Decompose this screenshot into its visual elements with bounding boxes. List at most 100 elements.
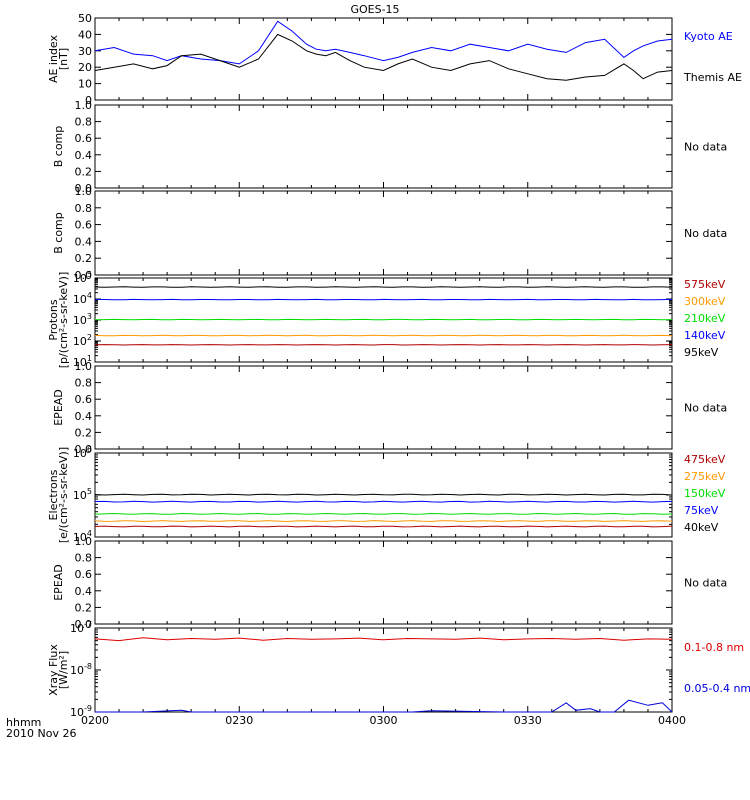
panel-frame xyxy=(94,365,673,450)
series-line-kyoto-ae xyxy=(94,20,673,65)
x-axis-unit-label: hhmm xyxy=(6,716,41,729)
y-tick-label: 0.8 xyxy=(75,552,93,565)
y-tick-label: 10-8 xyxy=(70,662,92,677)
legend-entry: 0.1-0.8 nm xyxy=(684,641,744,654)
panels: AE index[nT] 0 10 20 30 40 50 Kyoto AE Themis AE… xyxy=(47,12,750,727)
panel-electrons: Electrons[e/(cm²-s-sr-keV)] 104 105 106 475k… xyxy=(47,445,726,544)
y-tick-label: 20 xyxy=(78,61,92,74)
y-axis-label: Electrons xyxy=(47,469,60,520)
y-tick-label: 0.0 xyxy=(75,443,93,456)
legend-entry: 575keV xyxy=(684,278,726,291)
legend-entry: 140keV xyxy=(684,329,726,342)
legend-entry: Themis AE xyxy=(683,71,742,84)
series-line-475kev xyxy=(94,525,673,528)
y-tick-label: 0.2 xyxy=(75,252,93,265)
y-axis-label: [e/(cm²-s-sr-keV)] xyxy=(57,447,70,543)
y-tick-label: 104 xyxy=(73,291,92,306)
legend-entry: 40keV xyxy=(684,521,719,534)
panel-frame xyxy=(94,540,673,625)
y-tick-label: 0.4 xyxy=(75,585,93,598)
y-tick-label: 0.4 xyxy=(75,410,93,423)
x-tick-label: 0400 xyxy=(658,714,686,727)
y-tick-label: 102 xyxy=(73,333,92,348)
series-line-275kev xyxy=(94,520,673,523)
y-tick-label: 101 xyxy=(73,354,92,369)
y-tick-label: 50 xyxy=(78,12,92,25)
no-data-label: No data xyxy=(684,141,727,154)
y-tick-label: 0.2 xyxy=(75,601,93,614)
y-tick-label: 106 xyxy=(73,445,92,460)
no-data-label: No data xyxy=(684,227,727,240)
panel-epead1: EPEAD 0.0 0.2 0.4 0.6 0.8 1.0 No data xyxy=(52,360,727,456)
y-tick-label: 0.0 xyxy=(75,269,93,282)
y-tick-label: 104 xyxy=(73,529,92,544)
panel-frame xyxy=(94,17,673,101)
y-axis-label: B comp xyxy=(52,212,65,254)
y-tick-label: 0.2 xyxy=(75,165,93,178)
panel-frame xyxy=(94,190,673,276)
panel-b2: B comp 0.0 0.2 0.4 0.6 0.8 1.0 No data xyxy=(52,185,727,282)
y-axis-label: [W/m²] xyxy=(57,651,70,689)
legend-entry: 475keV xyxy=(684,453,726,466)
y-tick-label: 103 xyxy=(73,312,92,327)
y-axis-label: [nT] xyxy=(57,48,70,70)
y-tick-label: 1.0 xyxy=(75,360,93,373)
x-tick-label: 0230 xyxy=(225,714,253,727)
y-axis-label: Xray Flux xyxy=(47,644,60,696)
series-line-75kev xyxy=(94,500,673,503)
y-tick-label: 0.4 xyxy=(75,235,93,248)
y-tick-label: 105 xyxy=(73,487,92,502)
x-tick-label: 0330 xyxy=(514,714,542,727)
series-line-150kev xyxy=(94,512,673,515)
series-line-40kev xyxy=(94,493,673,496)
y-tick-label: 40 xyxy=(78,28,92,41)
y-tick-label: 0.8 xyxy=(75,377,93,390)
no-data-label: No data xyxy=(684,402,727,415)
y-axis-label: Protons xyxy=(47,299,60,340)
series-line-0-05-0-4-nm xyxy=(95,699,673,713)
y-axis-label: B comp xyxy=(52,126,65,168)
y-tick-label: 1.0 xyxy=(75,535,93,548)
y-tick-label: 0.4 xyxy=(75,149,93,162)
panel-frame xyxy=(94,104,673,189)
x-tick-label: 0200 xyxy=(81,714,109,727)
panel-protons: Protons[p/(cm²-s-sr-keV)] 101 102 103 104 105… xyxy=(47,270,726,369)
panel-b1: B comp 0.0 0.2 0.4 0.6 0.8 1.0 No data xyxy=(52,99,727,195)
x-tick-label: 0300 xyxy=(370,714,398,727)
legend-entry: 210keV xyxy=(684,312,726,325)
y-tick-label: 0.8 xyxy=(75,202,93,215)
y-tick-label: 0.0 xyxy=(75,618,93,631)
y-tick-label: 0.0 xyxy=(75,182,93,195)
panel-epead2: EPEAD 0.0 0.2 0.4 0.6 0.8 1.0 No data xyxy=(52,535,727,631)
y-axis-label: EPEAD xyxy=(52,389,65,426)
y-axis-label: EPEAD xyxy=(52,564,65,601)
y-tick-label: 0.6 xyxy=(75,219,93,232)
legend-entry: 95keV xyxy=(684,346,719,359)
series-line-themis-ae xyxy=(94,33,673,81)
legend-entry: 0.05-0.4 nm xyxy=(684,682,750,695)
panel-frame xyxy=(94,627,673,713)
y-tick-label: 30 xyxy=(78,45,92,58)
legend-entry: Kyoto AE xyxy=(684,30,733,43)
y-tick-label: 0 xyxy=(85,94,92,107)
y-tick-label: 10-7 xyxy=(70,620,92,635)
y-tick-label: 0.6 xyxy=(75,568,93,581)
y-tick-label: 0.6 xyxy=(75,132,93,145)
series-line-0-1-0-8-nm xyxy=(94,637,673,642)
y-axis-label: [p/(cm²-s-sr-keV)] xyxy=(57,272,70,369)
no-data-label: No data xyxy=(684,577,727,590)
panel-ae: AE index[nT] 0 10 20 30 40 50 Kyoto AE Themis AE xyxy=(47,12,742,107)
legend-entry: 75keV xyxy=(684,504,719,517)
panel-xray: Xray Flux[W/m²] 10-9 10-8 10-7 0.1-0.8 nm 0.0… xyxy=(47,620,750,719)
y-tick-label: 105 xyxy=(73,270,92,285)
y-axis-label: AE index xyxy=(47,34,60,83)
date-label: 2010 Nov 26 xyxy=(6,727,76,740)
y-tick-label: 10-9 xyxy=(70,704,92,719)
y-tick-label: 0.8 xyxy=(75,116,93,129)
legend-entry: 275keV xyxy=(684,470,726,483)
legend-entry: 150keV xyxy=(684,487,726,500)
y-tick-label: 10 xyxy=(78,78,92,91)
y-tick-label: 1.0 xyxy=(75,185,93,198)
y-tick-label: 1.0 xyxy=(75,99,93,112)
